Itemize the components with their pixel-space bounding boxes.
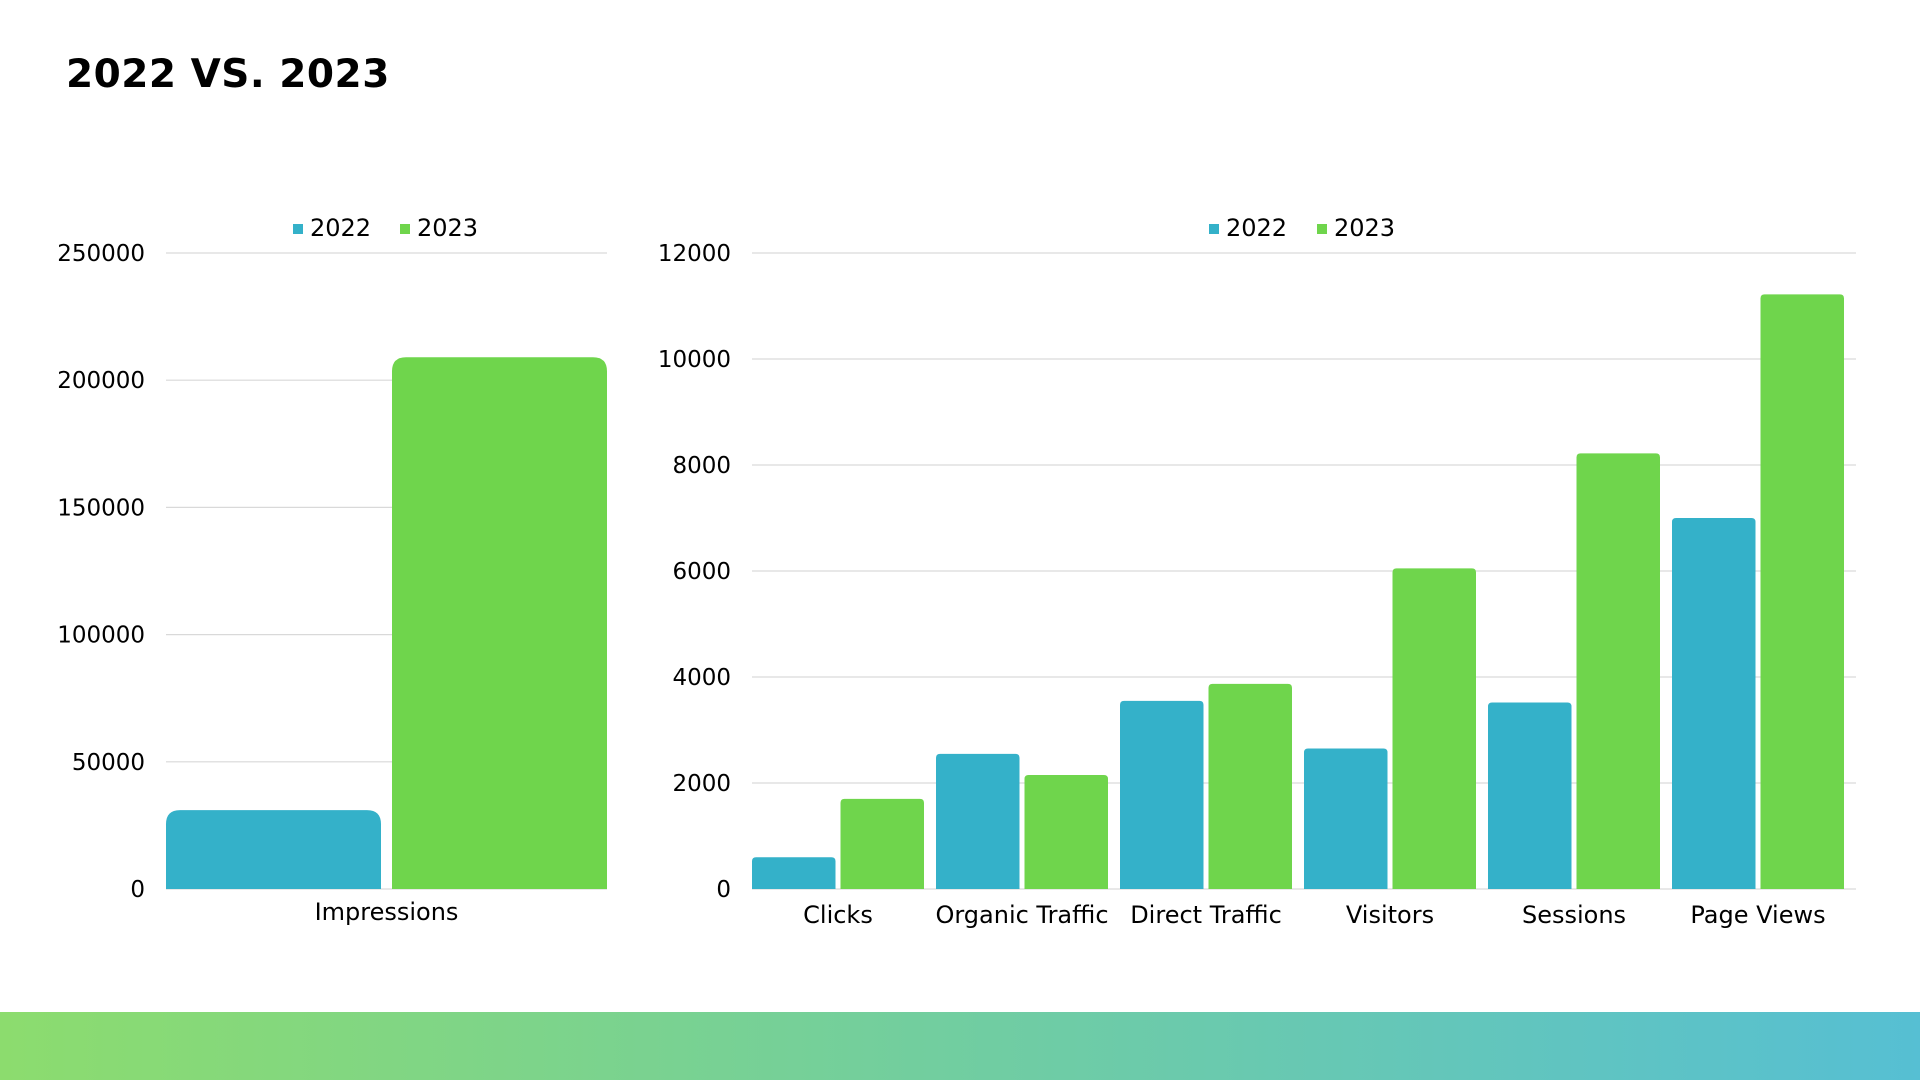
x-axis-labels: Clicks Organic Traffic Direct Traffic Visit… [803,901,1825,929]
y-tick-label: 250000 [57,241,145,267]
legend: 2022 2023 [293,214,478,242]
bars [752,294,1844,890]
x-label-visitors: Visitors [1346,901,1434,929]
y-tick-label: 0 [130,877,145,903]
y-tick-label: 10000 [658,347,731,373]
x-label-direct-traffic: Direct Traffic [1130,901,1282,929]
bar-impressions-2022 [166,810,381,889]
y-tick-label: 200000 [57,368,145,394]
y-tick-label: 0 [716,877,731,903]
bar-page-views-2023 [1760,294,1844,890]
legend: 2022 2023 [1209,214,1395,242]
y-tick-label: 2000 [672,771,731,797]
x-label-organic-traffic: Organic Traffic [935,901,1108,929]
legend-label-2022: 2022 [310,214,371,242]
page-title: 2022 VS. 2023 [66,52,390,97]
y-tick-label: 12000 [658,241,731,267]
y-tick-label: 6000 [672,559,731,585]
x-label-page-views: Page Views [1690,901,1825,929]
x-label-impressions: Impressions [315,898,459,926]
footer-gradient-band [0,1012,1920,1080]
bar-clicks-2023 [840,798,924,889]
x-label-sessions: Sessions [1522,901,1626,929]
bar-visitors-2023 [1392,568,1476,889]
y-tick-label: 100000 [57,623,145,649]
legend-swatch-2023 [400,224,410,234]
traffic-metrics-chart: 0 2000 4000 6000 8000 10000 12000 Clicks Organic… [658,214,1856,929]
bar-impressions-2023 [392,357,607,890]
bar-organic-traffic-2022 [936,753,1020,889]
y-axis-ticks: 0 50000 100000 150000 200000 250000 [57,241,145,903]
bar-visitors-2022 [1304,748,1388,889]
legend-swatch-2022 [293,224,303,234]
legend-label-2022: 2022 [1226,214,1287,242]
bar-sessions-2022 [1488,702,1572,889]
y-tick-label: 50000 [72,750,145,776]
legend-label-2023: 2023 [1334,214,1395,242]
bar-organic-traffic-2023 [1024,775,1108,889]
impressions-chart: 0 50000 100000 150000 200000 250000 Impression… [57,214,607,926]
bar-direct-traffic-2023 [1208,683,1292,889]
y-tick-label: 150000 [57,495,145,521]
legend-swatch-2022 [1209,224,1219,234]
bar-clicks-2022 [752,857,836,889]
bars [166,357,607,890]
x-axis-labels: Impressions [315,898,459,926]
y-axis-ticks: 0 2000 4000 6000 8000 10000 12000 [658,241,731,903]
legend-label-2023: 2023 [417,214,478,242]
y-tick-label: 4000 [672,665,731,691]
bar-sessions-2023 [1576,453,1660,889]
legend-swatch-2023 [1317,224,1327,234]
bar-direct-traffic-2022 [1120,700,1204,889]
x-label-clicks: Clicks [803,901,873,929]
y-tick-label: 8000 [672,453,731,479]
bar-page-views-2022 [1672,518,1756,889]
